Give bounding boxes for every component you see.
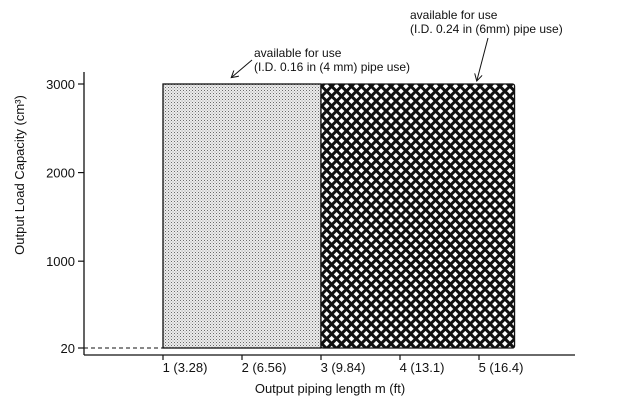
x-ticks: 1 (3.28) 2 (6.56) 3 (9.84) 4 (13.1) 5 (16.4)	[162, 355, 524, 375]
y-axis-title: Output Load Capacity (cm³)	[12, 95, 27, 255]
y-tick-label: 2000	[46, 166, 75, 181]
annotation-arrow	[477, 37, 489, 80]
x-axis-title: Output piping length m (ft)	[255, 381, 405, 396]
region-2	[320, 83, 516, 349]
x-tick-label: 3 (9.84)	[321, 360, 366, 375]
annotations: available for use(I.D. 0.16 in (4 mm) pi…	[232, 8, 563, 80]
x-tick-label: 1 (3.28)	[163, 360, 208, 375]
y-tick-label: 3000	[46, 77, 75, 92]
annotation-text: available for use	[254, 46, 342, 60]
x-tick-label: 4 (13.1)	[400, 360, 445, 375]
x-tick-label: 2 (6.56)	[242, 360, 287, 375]
x-tick-label: 5 (16.4)	[479, 360, 524, 375]
y-ticks: 20 1000 2000 3000	[46, 77, 84, 356]
region-1	[162, 83, 322, 349]
annotation-text: available for use	[410, 8, 498, 22]
annotation-text: (I.D. 0.24 in (6mm) pipe use)	[410, 22, 563, 36]
y-tick-label: 20	[61, 341, 75, 356]
regions-layer	[162, 83, 516, 349]
annotation-text: (I.D. 0.16 in (4 mm) pipe use)	[254, 60, 410, 74]
y-tick-label: 1000	[46, 254, 75, 269]
annotation-arrow	[232, 59, 253, 77]
